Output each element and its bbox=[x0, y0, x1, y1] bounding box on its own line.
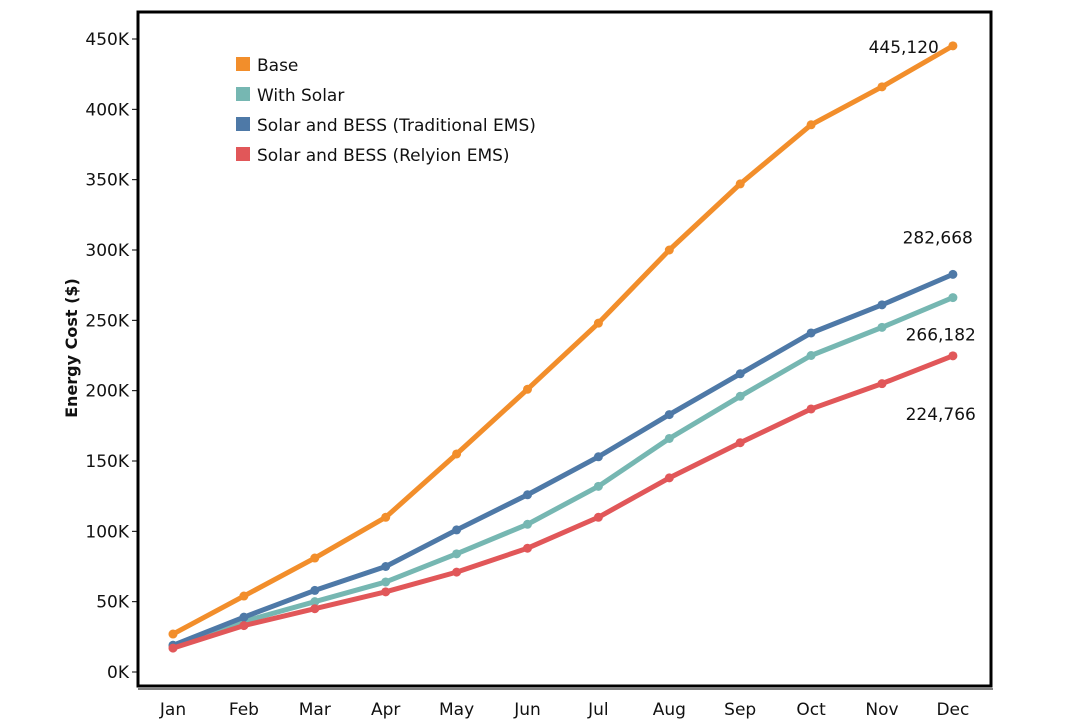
series-line bbox=[170, 43, 956, 637]
data-point bbox=[735, 391, 745, 401]
y-tick-label: 50K bbox=[96, 593, 130, 613]
series-solar-and-bess-relyion-ems bbox=[168, 351, 958, 653]
data-point bbox=[948, 269, 958, 279]
x-tick-label: May bbox=[439, 700, 474, 720]
legend-item: Base bbox=[236, 56, 298, 76]
data-point bbox=[735, 369, 745, 379]
data-point bbox=[381, 512, 391, 522]
plot-frame bbox=[136, 10, 993, 688]
data-point bbox=[523, 519, 532, 529]
y-axis: 0K 50K 100K 150K 200K 250K 300K 350K 400K 450K bbox=[85, 30, 138, 683]
data-point bbox=[806, 328, 816, 338]
data-point bbox=[168, 643, 178, 653]
series-base bbox=[168, 41, 958, 639]
y-tick-label: 250K bbox=[85, 311, 129, 331]
y-tick-label: 100K bbox=[85, 522, 129, 542]
data-point bbox=[593, 481, 603, 491]
data-point bbox=[948, 41, 958, 51]
y-tick-label: 300K bbox=[85, 241, 129, 261]
data-point bbox=[452, 549, 462, 559]
x-tick-label: Feb bbox=[229, 700, 259, 720]
data-point bbox=[664, 245, 674, 255]
x-tick-label: Apr bbox=[371, 700, 400, 720]
x-tick-label: Aug bbox=[653, 700, 686, 720]
y-tick-label: 450K bbox=[85, 30, 129, 50]
legend-swatch bbox=[236, 57, 250, 71]
series-line bbox=[170, 271, 956, 648]
legend-item: With Solar bbox=[236, 86, 344, 106]
data-label: 266,182 bbox=[906, 326, 976, 346]
data-point bbox=[381, 562, 391, 571]
data-point bbox=[310, 553, 320, 563]
data-point bbox=[877, 82, 887, 92]
data-point bbox=[523, 543, 532, 553]
data-point bbox=[523, 490, 532, 500]
y-tick-label: 400K bbox=[85, 100, 129, 120]
series-solar-and-bess-traditional-ems bbox=[168, 269, 958, 650]
data-label: 445,120 bbox=[869, 38, 939, 58]
legend-label: Base bbox=[257, 56, 298, 76]
data-point bbox=[310, 585, 320, 595]
data-point bbox=[877, 322, 887, 332]
data-point bbox=[593, 452, 603, 462]
x-tick-label: Jun bbox=[513, 700, 541, 720]
legend-swatch bbox=[236, 117, 250, 131]
data-point bbox=[664, 433, 674, 443]
data-point bbox=[381, 577, 391, 587]
data-point bbox=[310, 597, 320, 607]
data-point bbox=[168, 629, 178, 639]
data-point bbox=[593, 318, 603, 328]
legend-swatch bbox=[236, 87, 250, 101]
legend-label: With Solar bbox=[257, 86, 344, 106]
data-label: 282,668 bbox=[903, 228, 973, 248]
legend-swatch bbox=[236, 147, 250, 161]
data-point bbox=[735, 179, 745, 189]
data-point bbox=[239, 612, 249, 622]
x-tick-label: Dec bbox=[936, 700, 969, 720]
data-point bbox=[452, 567, 462, 577]
data-point bbox=[239, 621, 249, 631]
x-tick-label: Sep bbox=[724, 700, 756, 720]
legend-item: Solar and BESS (Relyion EMS) bbox=[236, 146, 510, 166]
data-point bbox=[452, 449, 462, 459]
data-label: 224,766 bbox=[906, 405, 976, 425]
x-tick-label: Oct bbox=[796, 700, 826, 720]
y-tick-label: 200K bbox=[85, 382, 129, 402]
data-point bbox=[239, 591, 249, 601]
data-point bbox=[452, 525, 462, 535]
legend-item: Solar and BESS (Traditional EMS) bbox=[236, 116, 536, 136]
series-layer bbox=[168, 41, 958, 653]
data-point bbox=[735, 438, 745, 448]
y-tick-label: 350K bbox=[85, 171, 129, 191]
x-tick-label: Nov bbox=[865, 700, 898, 720]
y-tick-label: 0K bbox=[107, 663, 130, 683]
y-tick-label: 150K bbox=[85, 452, 129, 472]
data-point bbox=[806, 404, 816, 414]
data-point bbox=[381, 587, 391, 597]
data-labels: 445,120 282,668 266,182 224,766 bbox=[869, 38, 976, 425]
data-point bbox=[593, 512, 603, 522]
x-tick-label: Mar bbox=[299, 700, 331, 720]
y-axis-label: Energy Cost ($) bbox=[62, 278, 81, 418]
data-point bbox=[948, 293, 958, 303]
data-point bbox=[310, 604, 320, 614]
data-point bbox=[523, 384, 532, 394]
x-tick-label: Jul bbox=[587, 700, 609, 720]
x-axis: Jan Feb Mar Apr May Jun Jul Aug Sep Oct Nov Dec bbox=[159, 700, 969, 720]
data-point bbox=[948, 351, 958, 361]
data-point bbox=[877, 379, 887, 389]
series-line bbox=[170, 295, 956, 648]
legend-label: Solar and BESS (Traditional EMS) bbox=[257, 116, 536, 136]
data-point bbox=[664, 410, 674, 420]
series-line bbox=[170, 353, 956, 651]
data-point bbox=[806, 120, 816, 130]
series-with-solar bbox=[168, 293, 958, 650]
legend: Base With Solar Solar and BESS (Traditiona… bbox=[236, 56, 536, 166]
x-tick-label: Jan bbox=[159, 700, 186, 720]
legend-label: Solar and BESS (Relyion EMS) bbox=[257, 146, 510, 166]
data-point bbox=[664, 473, 674, 483]
data-point bbox=[877, 300, 887, 310]
data-point bbox=[806, 351, 816, 360]
